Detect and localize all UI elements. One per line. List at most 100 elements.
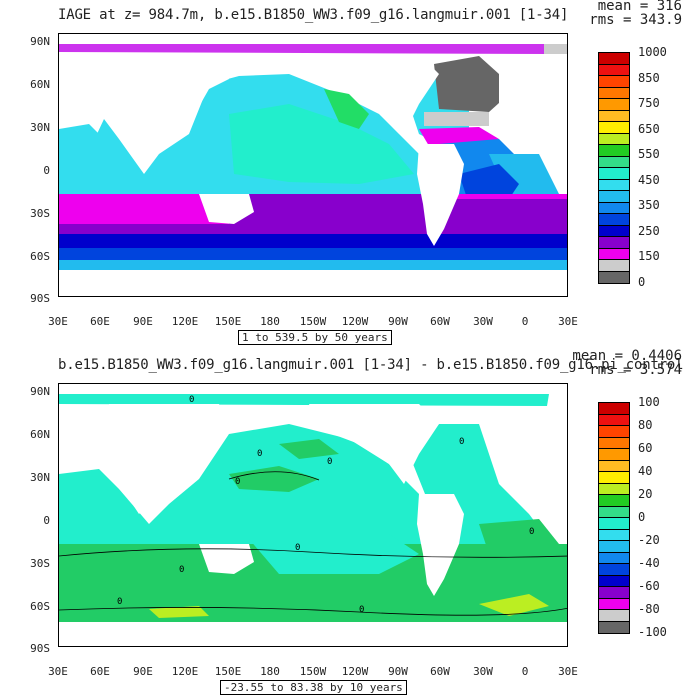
lat-label: 90N bbox=[30, 385, 50, 398]
lon-label: 30E bbox=[558, 665, 578, 678]
colorbar-swatch bbox=[599, 506, 629, 518]
lat-label: 30N bbox=[30, 121, 50, 134]
lat-label: 60S bbox=[30, 600, 50, 613]
mean-value: mean = 316 bbox=[597, 0, 682, 14]
australia bbox=[199, 544, 254, 574]
colorbar-swatch bbox=[599, 64, 629, 76]
lon-label: 90W bbox=[388, 315, 408, 328]
southern-yellow bbox=[479, 594, 549, 616]
colorbar-swatch bbox=[599, 564, 629, 576]
indian-ocean bbox=[59, 124, 99, 194]
colorbar bbox=[598, 52, 630, 284]
africa bbox=[499, 64, 567, 144]
antarctica bbox=[59, 622, 567, 646]
green-patch-2 bbox=[279, 439, 339, 459]
lon-label: 0 bbox=[521, 665, 529, 678]
colorbar-swatch bbox=[599, 145, 629, 157]
colorbar-label: -80 bbox=[638, 602, 660, 616]
colorbar-swatch bbox=[599, 403, 629, 415]
colorbar-swatch bbox=[599, 133, 629, 145]
lon-label: 60E bbox=[90, 315, 110, 328]
south-pacific-cyan bbox=[249, 534, 419, 574]
arctic-band bbox=[59, 394, 549, 406]
south-america bbox=[417, 494, 464, 596]
colorbar-label: 80 bbox=[638, 418, 653, 432]
colorbar-swatch bbox=[599, 472, 629, 484]
contour-label: 0 bbox=[295, 543, 300, 553]
lon-label: 60W bbox=[430, 665, 450, 678]
contour-label: 0 bbox=[257, 449, 262, 459]
panel-title: b.e15.B1850_WW3.f09_g16.langmuir.001 [1-… bbox=[58, 357, 684, 373]
contour-label: 0 bbox=[179, 565, 184, 575]
lat-label: 30N bbox=[30, 471, 50, 484]
colorbar-swatch bbox=[599, 529, 629, 541]
lon-label: 180 bbox=[260, 315, 280, 328]
lat-label: 0 bbox=[43, 164, 50, 177]
lon-label: 150W bbox=[299, 315, 327, 328]
lon-label: 60E bbox=[90, 665, 110, 678]
colorbar-label: -40 bbox=[638, 556, 660, 570]
lon-label: 120E bbox=[171, 315, 199, 328]
colorbar-swatch bbox=[599, 449, 629, 461]
colorbar-swatch bbox=[599, 541, 629, 553]
colorbar-swatch bbox=[599, 610, 629, 622]
colorbar-label: -100 bbox=[638, 625, 667, 639]
lon-label: 180 bbox=[260, 665, 280, 678]
lon-label: 60W bbox=[430, 315, 450, 328]
rms-value: rms = 3.574 bbox=[589, 362, 682, 378]
lat-label: 0 bbox=[43, 514, 50, 527]
colorbar-label: 150 bbox=[638, 249, 660, 264]
colorbar-swatch bbox=[599, 225, 629, 237]
colorbar-label: 350 bbox=[638, 198, 660, 213]
lon-label: 90E bbox=[133, 315, 153, 328]
arctic-band bbox=[59, 44, 549, 54]
contour-line-2 bbox=[59, 607, 567, 616]
lon-label: 120E bbox=[171, 665, 199, 678]
map-plot-area bbox=[58, 33, 568, 297]
colorbar-swatch bbox=[599, 414, 629, 426]
green-patch-1 bbox=[229, 466, 319, 492]
lat-label: 90S bbox=[30, 292, 50, 305]
antarctica bbox=[59, 270, 567, 296]
lat-label: 30S bbox=[30, 557, 50, 570]
lon-label: 150W bbox=[299, 665, 327, 678]
colorbar-label: 1000 bbox=[638, 45, 667, 59]
colorbar-swatch bbox=[599, 237, 629, 249]
colorbar-swatch bbox=[599, 191, 629, 203]
colorbar-swatch bbox=[599, 53, 629, 65]
asia bbox=[104, 54, 229, 164]
greenland-dark bbox=[434, 56, 509, 112]
north-america bbox=[309, 54, 439, 134]
south-america bbox=[417, 144, 464, 246]
contour-label: 0 bbox=[359, 605, 364, 615]
ocean-age-map bbox=[59, 34, 567, 296]
colorbar-swatch bbox=[599, 76, 629, 88]
contour-label: 0 bbox=[529, 527, 534, 537]
colorbar bbox=[598, 402, 630, 634]
colorbar-label: 750 bbox=[638, 96, 660, 111]
colorbar-label: 0 bbox=[638, 275, 646, 289]
asia bbox=[104, 404, 229, 514]
difference-map-panel: b.e15.B1850_WW3.f09_g16.langmuir.001 [1-… bbox=[0, 348, 700, 700]
lon-label: 90W bbox=[388, 665, 408, 678]
southern-pink-west bbox=[59, 194, 229, 224]
contour-label: 0 bbox=[235, 477, 240, 487]
colorbar-swatch bbox=[599, 122, 629, 134]
colorbar-label: 100 bbox=[638, 395, 660, 409]
lon-label: 150E bbox=[214, 315, 242, 328]
colorbar-swatch bbox=[599, 598, 629, 610]
mean-value: mean = 0.4406 bbox=[572, 348, 682, 364]
lon-label: 30W bbox=[473, 315, 493, 328]
colorbar-swatch bbox=[599, 168, 629, 180]
southern-cyan bbox=[59, 260, 567, 270]
australia bbox=[199, 194, 254, 224]
colorbar-label: 250 bbox=[638, 223, 660, 238]
lat-label: 60N bbox=[30, 428, 50, 441]
panel-title: IAGE at z= 984.7m, b.e15.B1850_WW3.f09_g… bbox=[58, 7, 569, 23]
colorbar-swatch bbox=[599, 437, 629, 449]
age-map-panel: IAGE at z= 984.7m, b.e15.B1850_WW3.f09_g… bbox=[30, 0, 682, 345]
colorbar-label: 550 bbox=[638, 147, 660, 162]
lon-label: 30E bbox=[558, 315, 578, 328]
colorbar-label: 850 bbox=[638, 70, 660, 85]
colorbar-swatch bbox=[599, 621, 629, 633]
